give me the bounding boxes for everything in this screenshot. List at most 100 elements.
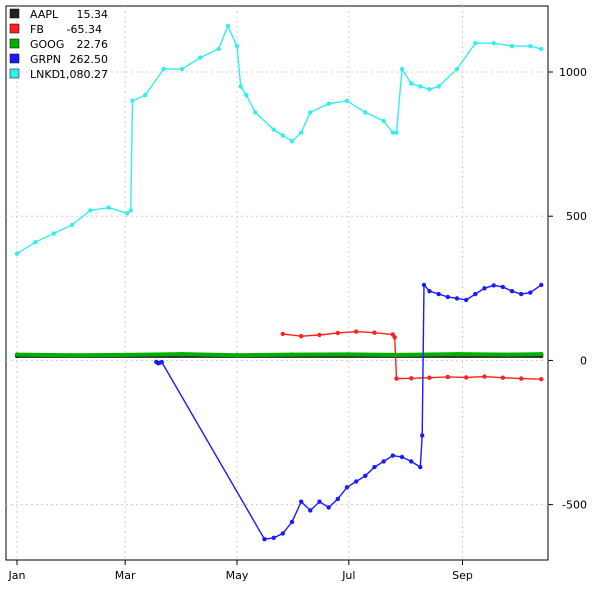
data-point-goog <box>539 351 544 357</box>
data-point-grpn <box>528 290 533 295</box>
series-layer <box>14 23 544 542</box>
data-point-grpn <box>363 473 368 478</box>
grid <box>6 6 548 560</box>
data-point-fb <box>482 374 487 379</box>
data-point-lnkd <box>454 66 460 72</box>
data-point-grpn <box>262 537 267 542</box>
data-point-fb <box>317 332 322 338</box>
data-point-fb <box>372 330 377 335</box>
data-point-lnkd <box>271 127 276 132</box>
legend-label-grpn: GRPN <box>30 53 61 66</box>
y-tick-label: 500 <box>566 210 587 223</box>
plot-background <box>5 5 549 561</box>
x-tick-label: Jul <box>341 569 355 582</box>
data-point-lnkd <box>106 205 111 210</box>
legend-value-fb: -65.34 <box>67 23 102 36</box>
data-point-fb <box>394 376 399 381</box>
legend-swatch-goog <box>9 38 20 49</box>
data-point-grpn <box>372 464 377 470</box>
data-point-grpn <box>335 496 340 502</box>
data-point-lnkd <box>427 87 432 92</box>
data-point-grpn <box>539 282 544 288</box>
data-point-lnkd <box>299 130 304 135</box>
data-point-goog <box>234 353 240 358</box>
legend-value-lnkd: 1,080.27 <box>59 68 108 81</box>
data-point-lnkd <box>88 208 93 213</box>
data-point-goog <box>14 352 20 357</box>
data-point-lnkd <box>509 43 515 49</box>
data-point-lnkd <box>244 92 249 98</box>
data-point-grpn <box>390 453 395 458</box>
data-point-lnkd <box>51 231 56 236</box>
data-point-lnkd <box>491 41 496 46</box>
data-point-goog <box>344 352 350 357</box>
data-point-lnkd <box>539 46 544 52</box>
data-point-grpn <box>381 459 386 464</box>
data-point-fb <box>409 376 414 381</box>
data-point-lnkd <box>326 101 331 106</box>
data-point-lnkd <box>308 110 313 115</box>
data-point-goog <box>69 353 75 358</box>
data-point-grpn <box>418 464 423 470</box>
data-point-fb <box>539 377 544 382</box>
x-tick-label: Jan <box>8 569 26 582</box>
data-point-fb <box>427 375 432 380</box>
legend-value-goog: 22.76 <box>77 38 109 51</box>
data-point-grpn <box>354 479 359 484</box>
legend-value-grpn: 262.50 <box>70 53 109 66</box>
y-axis: -500 0 500 1000 <box>548 66 587 512</box>
data-point-goog <box>179 351 185 357</box>
data-point-lnkd <box>399 66 405 72</box>
data-point-grpn <box>482 286 487 291</box>
legend-label-lnkd: LNKD <box>30 68 60 81</box>
data-point-lnkd <box>216 46 221 52</box>
y-tick-label: 1000 <box>559 66 587 79</box>
data-point-lnkd <box>473 41 478 46</box>
data-point-grpn <box>399 454 405 460</box>
y-tick-label: 0 <box>580 354 587 367</box>
series-line-goog <box>16 352 542 358</box>
data-point-lnkd <box>143 92 148 98</box>
data-point-grpn <box>464 297 469 303</box>
data-point-lnkd <box>394 130 399 135</box>
data-point-grpn <box>409 459 414 464</box>
data-point-grpn <box>289 519 295 525</box>
data-point-lnkd <box>418 84 423 89</box>
data-point-grpn <box>159 359 164 365</box>
data-point-lnkd <box>128 208 133 213</box>
data-point-goog <box>509 352 515 357</box>
y-tick-label: -500 <box>562 499 587 512</box>
data-point-lnkd <box>124 211 130 216</box>
data-point-fb <box>519 376 524 381</box>
data-point-fb <box>500 375 505 380</box>
data-point-lnkd <box>130 98 135 104</box>
series-lnkd <box>14 23 544 256</box>
data-point-lnkd <box>161 66 166 72</box>
data-point-fb <box>392 335 397 340</box>
data-point-grpn <box>421 282 427 288</box>
data-point-grpn <box>491 283 496 288</box>
legend-swatch-aapl <box>9 8 20 19</box>
legend: AAPL 15.34 FB -65.34 GOOG 22.76 GRPN 262… <box>9 8 109 81</box>
legend-swatch-fb <box>9 23 20 34</box>
data-point-lnkd <box>14 251 20 256</box>
data-point-fb <box>335 330 340 336</box>
data-point-fb <box>464 375 469 380</box>
data-point-lnkd <box>390 130 395 135</box>
data-point-lnkd <box>363 110 368 115</box>
data-point-grpn <box>420 433 425 438</box>
data-point-grpn <box>454 296 460 301</box>
data-point-lnkd <box>69 222 75 228</box>
x-tick-label: May <box>226 569 249 582</box>
legend-swatch-lnkd <box>9 68 20 79</box>
data-point-lnkd <box>381 118 386 124</box>
data-point-grpn <box>280 531 285 536</box>
data-point-lnkd <box>179 66 185 72</box>
data-point-grpn <box>509 289 515 294</box>
series-goog <box>14 351 544 358</box>
data-point-fb <box>280 331 285 337</box>
legend-swatch-grpn <box>9 53 20 64</box>
data-point-lnkd <box>198 55 203 60</box>
data-point-fb <box>354 329 359 334</box>
